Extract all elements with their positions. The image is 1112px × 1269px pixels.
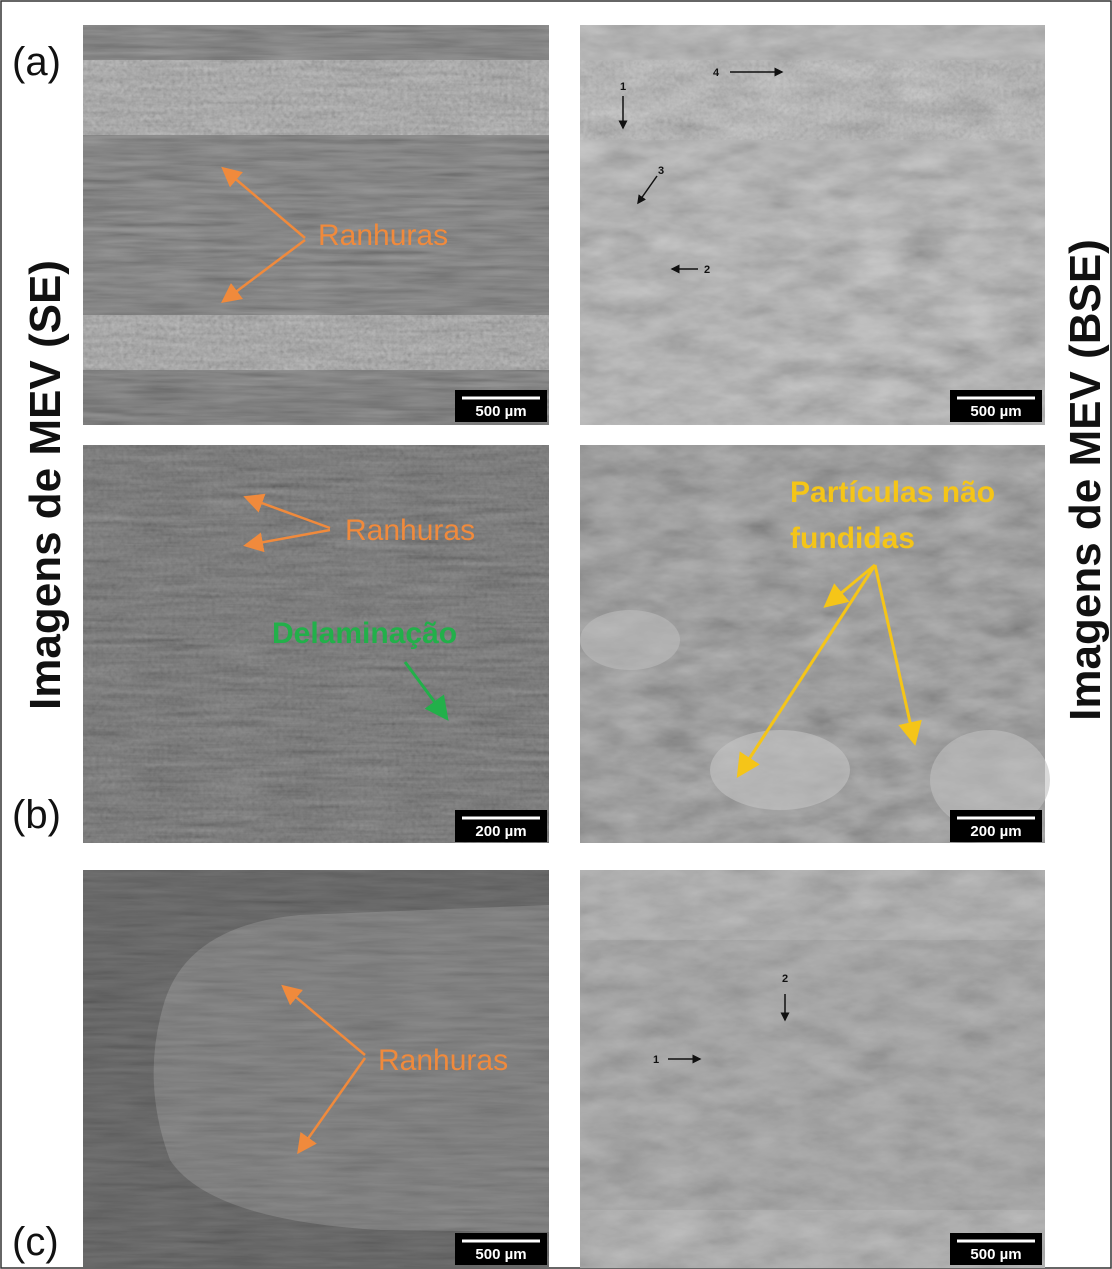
panel-b-bse: Partículas não fundidas 200 µm	[580, 445, 1050, 843]
scale-bar: 200 µm	[475, 823, 526, 840]
scale-bar: 200 µm	[970, 823, 1021, 840]
annotation: Delaminação	[272, 617, 457, 650]
scale-bar: 500 µm	[475, 403, 526, 420]
row-label: (c)	[12, 1220, 59, 1264]
panel-a-se: Ranhuras 500 µm	[83, 25, 549, 425]
marker: 2	[782, 973, 788, 985]
annotation: Ranhuras	[318, 219, 448, 252]
panel-b-se: Ranhuras Delaminação 200 µm	[83, 445, 549, 843]
row-label: (a)	[12, 40, 61, 84]
marker: 1	[620, 81, 626, 93]
marker: 4	[713, 67, 720, 79]
row-label: (b)	[12, 793, 61, 837]
marker: 2	[704, 264, 710, 276]
annotation: fundidas	[790, 522, 915, 555]
annotation: Ranhuras	[378, 1044, 508, 1077]
panel-c-bse: 1 2 500 µm	[580, 870, 1045, 1268]
annotation: Partículas não	[790, 476, 995, 509]
panel-c-se: Ranhuras 500 µm	[83, 870, 549, 1268]
left-title: Imagens de MEV (SE)	[21, 260, 70, 710]
right-title: Imagens de MEV (BSE)	[1061, 239, 1110, 721]
scale-bar: 500 µm	[475, 1246, 526, 1263]
scale-bar: 500 µm	[970, 1246, 1021, 1263]
figure: Ranhuras 500 µm 1 2 3 4 500 µm Ranhuras …	[0, 0, 1112, 1269]
annotation: Ranhuras	[345, 514, 475, 547]
scale-bar: 500 µm	[970, 403, 1021, 420]
panel-a-bse: 1 2 3 4 500 µm	[580, 25, 1045, 425]
marker: 3	[658, 165, 664, 177]
marker: 1	[653, 1054, 659, 1066]
